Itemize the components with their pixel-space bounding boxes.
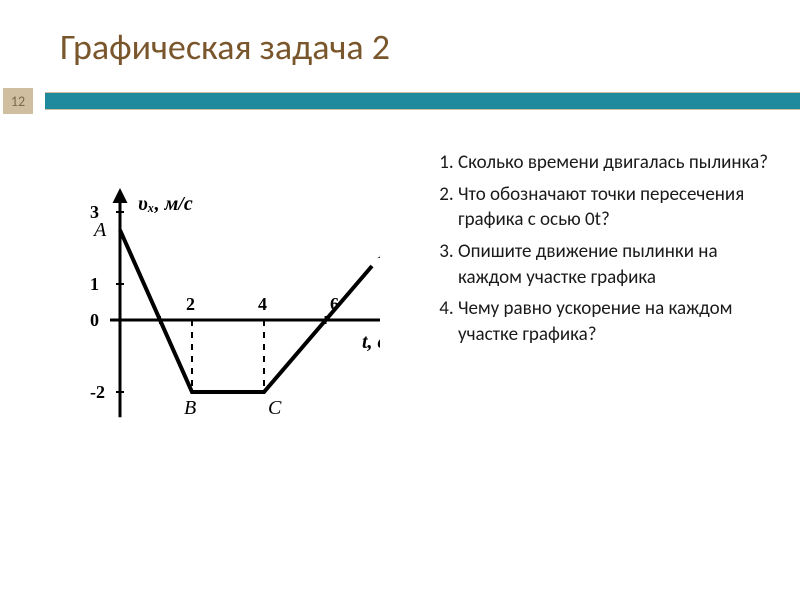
svg-text:B: B	[184, 397, 196, 419]
accent-bar: 12	[0, 92, 800, 112]
svg-text:2: 2	[186, 294, 195, 314]
svg-text:1: 1	[90, 274, 99, 294]
velocity-time-chart: υₓ, м/сt, с310-2246ABCD	[50, 150, 380, 440]
svg-text:4: 4	[258, 294, 267, 314]
svg-text:C: C	[268, 397, 282, 419]
svg-text:A: A	[92, 219, 107, 241]
question-item: Сколько времени двигалась пылинка?	[458, 150, 780, 176]
question-item: Опишите движение пылинки на каждом участ…	[458, 239, 780, 290]
svg-text:υₓ, м/с: υₓ, м/с	[138, 193, 193, 215]
page-number-badge: 12	[3, 88, 33, 114]
svg-text:D: D	[377, 241, 380, 263]
slide-title: Графическая задача 2	[60, 25, 390, 69]
question-list: Сколько времени двигалась пылинка? Что об…	[430, 150, 780, 353]
question-item: Что обозначают точки пересечения графика…	[458, 182, 780, 233]
svg-text:-2: -2	[90, 382, 105, 402]
svg-text:t, с: t, с	[362, 331, 380, 353]
svg-text:0: 0	[90, 310, 99, 330]
question-item: Чему равно ускорение на каждом участке г…	[458, 296, 780, 347]
